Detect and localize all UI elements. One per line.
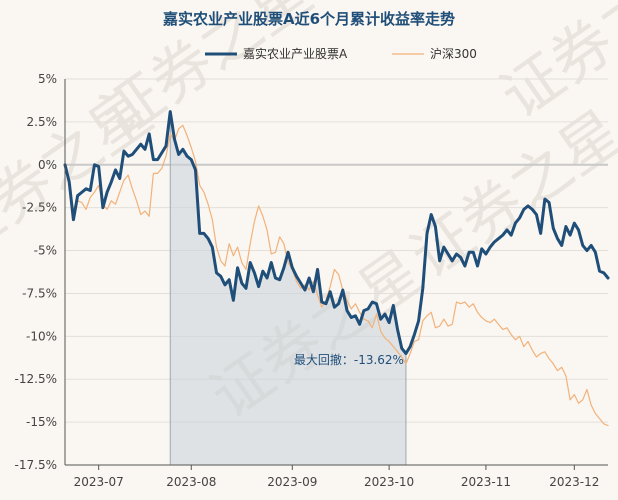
y-tick-label: 0% [38,158,57,172]
y-tick-label: -15% [26,415,57,429]
series-line-benchmark [64,124,609,427]
drawdown-area [170,111,406,466]
x-tick-label: 2023-07 [74,475,124,489]
y-tick-label: -2.5% [22,201,57,215]
watermark-text: 证券之星 [398,97,618,292]
y-axis: 5% 2.5% 0% -2.5% -5% -7.5% -10% -12.5% -15% -17.5… [15,72,66,472]
x-axis: 2023-07 2023-08 2023-09 2023-10 2023-11 2023-… [65,464,608,489]
y-tick-label: -5% [34,244,57,258]
series-lines [63,110,610,427]
x-tick-label: 2023-08 [166,475,216,489]
x-tick-label: 2023-12 [549,475,599,489]
legend-label-0: 嘉实农业产业股票A [243,46,348,61]
y-tick-label: -17.5% [15,458,57,472]
x-tick-label: 2023-10 [364,475,414,489]
max-drawdown-region: 最大回撤：-13.62% [169,111,407,466]
y-tick-label: 5% [38,72,57,86]
y-tick-label: 2.5% [27,115,58,129]
x-tick-label: 2023-11 [461,475,511,489]
chart-title: 嘉实农业产业股票A近6个月累计收益率走势 [162,10,455,28]
y-tick-label: -10% [26,329,57,343]
max-drawdown-label: 最大回撤：-13.62% [294,352,404,367]
legend: 嘉实农业产业股票A 沪深300 [205,46,477,61]
y-tick-label: -7.5% [22,286,57,300]
legend-label-1: 沪深300 [430,47,477,61]
y-tick-label: -12.5% [15,372,57,386]
series-line-fund [63,110,610,355]
x-tick-label: 2023-09 [267,475,317,489]
